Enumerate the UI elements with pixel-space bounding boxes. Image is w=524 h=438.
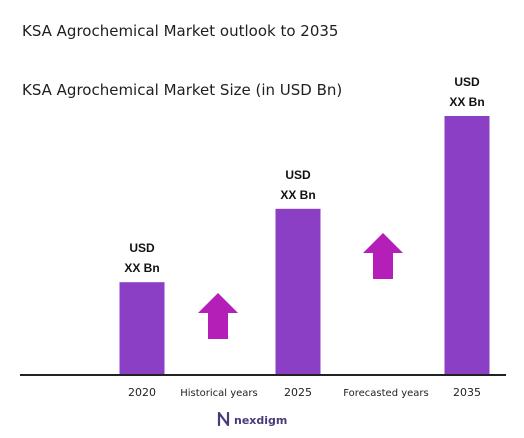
- chart-title: KSA Agrochemical Market outlook to 2035: [22, 22, 338, 40]
- bars-layer: [119, 116, 490, 375]
- brand-mark-icon: [217, 411, 230, 427]
- data-label-line2-2035: XX Bn: [449, 95, 484, 109]
- data-labels-layer: USD XX Bn USD XX Bn USD XX Bn: [124, 75, 484, 275]
- data-label-line2-2020: XX Bn: [124, 261, 159, 275]
- data-label-line2-2025: XX Bn: [280, 188, 315, 202]
- x-tick-2035: 2035: [453, 386, 481, 399]
- data-label-line1-2025: USD: [285, 168, 311, 182]
- bar-2020: [119, 282, 165, 375]
- period-label-forecast: Forecasted years: [343, 388, 429, 399]
- bar-2035: [444, 116, 490, 375]
- chart-subtitle: KSA Agrochemical Market Size (in USD Bn): [22, 81, 342, 99]
- x-tick-2025: 2025: [284, 386, 312, 399]
- growth-arrow-forecast-icon: [363, 233, 403, 279]
- growth-arrows-layer: [198, 233, 403, 339]
- period-label-historical: Historical years: [180, 388, 258, 399]
- growth-arrow-historical-icon: [198, 293, 238, 339]
- x-tick-2020: 2020: [128, 386, 156, 399]
- brand-name: nexdigm: [234, 414, 287, 427]
- x-tick-labels: 2020 2025 2035: [128, 386, 481, 399]
- data-label-line1-2020: USD: [129, 241, 155, 255]
- bar-2025: [275, 208, 321, 375]
- brand-logo: nexdigm: [217, 411, 287, 427]
- data-label-line1-2035: USD: [454, 75, 480, 89]
